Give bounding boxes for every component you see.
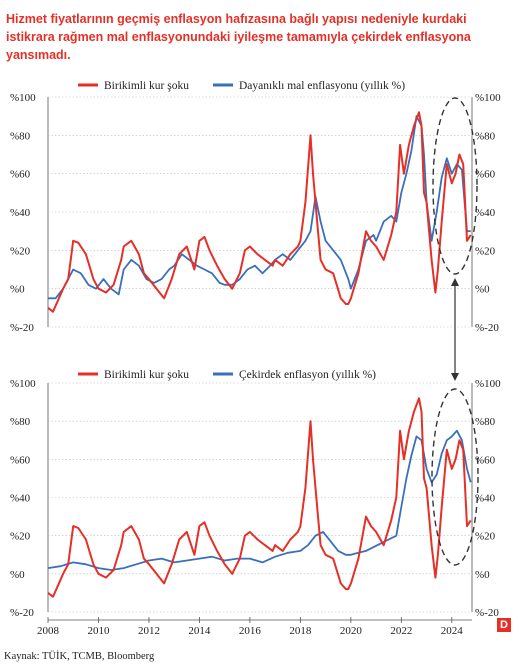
bottom-ytick-left: %60 bbox=[10, 454, 31, 466]
top-ytick-right: %40 bbox=[475, 207, 496, 219]
bottom-chart: %-20 %-20 %0 %0 %20 %20 %40 %40 %60 %60 %80 %80 %100… bbox=[10, 369, 501, 619]
source-note: Kaynak: TÜİK, TCMB, Bloomberg bbox=[4, 651, 155, 662]
x-tick-label: 2020 bbox=[340, 625, 363, 637]
top-ytick-left: %100 bbox=[10, 92, 36, 104]
bottom-ytick-left: %80 bbox=[10, 416, 31, 428]
x-tick-label: 2016 bbox=[239, 625, 262, 637]
bottom-ytick-right: %20 bbox=[475, 531, 496, 543]
x-tick-label: 2024 bbox=[441, 625, 464, 637]
x-tick-label: 2022 bbox=[390, 625, 412, 637]
top-ytick-left: %80 bbox=[10, 130, 31, 142]
top-legend-label-0: Birikimli kur şoku bbox=[104, 80, 189, 92]
bottom-series-line-1 bbox=[47, 429, 472, 571]
x-tick-label: 2010 bbox=[87, 625, 110, 637]
publisher-logo: D bbox=[497, 618, 511, 632]
bottom-ytick-left: %100 bbox=[10, 378, 36, 390]
bottom-ytick-right: %0 bbox=[475, 569, 490, 581]
highlight-ellipse-top bbox=[432, 97, 478, 275]
arrow-head-down bbox=[451, 373, 459, 381]
bottom-legend-label-1: Çekirdek enflasyon (yıllık %) bbox=[239, 369, 376, 381]
top-ytick-left: %40 bbox=[10, 207, 31, 219]
bottom-ytick-left: %-20 bbox=[10, 607, 34, 619]
top-ytick-right: %20 bbox=[475, 245, 496, 257]
bottom-ytick-left: %20 bbox=[10, 531, 31, 543]
bottom-legend-label-0: Birikimli kur şoku bbox=[104, 369, 189, 381]
top-ytick-left: %-20 bbox=[10, 322, 34, 334]
top-ytick-left: %20 bbox=[10, 245, 31, 257]
x-tick-label: 2018 bbox=[289, 625, 312, 637]
top-ytick-right: %-20 bbox=[475, 322, 499, 334]
x-tick-label: 2012 bbox=[138, 625, 160, 637]
x-axis: 2008 2010 2012 2014 2016 2018 2020 2022 2024 bbox=[37, 617, 472, 637]
chart-title: Hizmet fiyatlarının geçmiş enflasyon haf… bbox=[6, 12, 471, 62]
x-tick-label: 2014 bbox=[188, 625, 211, 637]
top-ytick-left: %0 bbox=[10, 284, 25, 296]
bottom-ytick-right: %80 bbox=[475, 416, 496, 428]
bottom-ytick-right: %40 bbox=[475, 493, 496, 505]
bottom-ytick-left: %0 bbox=[10, 569, 25, 581]
top-series-line-1 bbox=[48, 115, 471, 300]
top-ytick-right: %100 bbox=[475, 92, 501, 104]
top-chart: %-20 %-20 %0 %0 %20 %20 %40 %40 %60 %60 %80 %80 %100… bbox=[10, 80, 501, 334]
bottom-ytick-left: %40 bbox=[10, 493, 31, 505]
bottom-ytick-right: %60 bbox=[475, 454, 496, 466]
x-tick-label: 2008 bbox=[37, 625, 60, 637]
highlight-ellipse-bottom bbox=[431, 388, 479, 566]
top-ytick-left: %60 bbox=[10, 169, 31, 181]
bottom-ytick-right: %-20 bbox=[475, 607, 499, 619]
top-ytick-right: %80 bbox=[475, 130, 496, 142]
annotations bbox=[431, 97, 479, 566]
bottom-ytick-right: %100 bbox=[475, 378, 501, 390]
top-ytick-right: %60 bbox=[475, 169, 496, 181]
top-ytick-right: %0 bbox=[475, 284, 490, 296]
top-legend-label-1: Dayanıklı mal enflasyonu (yıllık %) bbox=[239, 80, 405, 92]
arrow-head-up bbox=[451, 278, 459, 286]
top-series-line-0 bbox=[47, 111, 472, 313]
bottom-series-line-0 bbox=[47, 397, 472, 598]
